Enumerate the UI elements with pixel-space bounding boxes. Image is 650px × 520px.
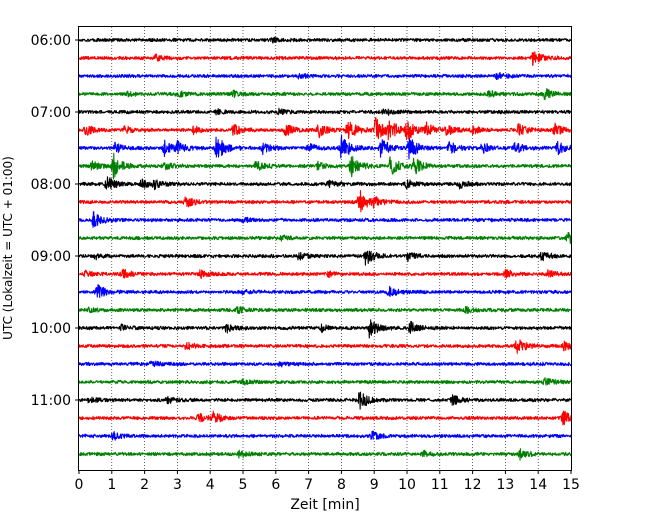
x-tick-label: 3 — [173, 477, 182, 493]
seismogram-trace — [78, 448, 572, 461]
seismogram-trace — [78, 360, 572, 368]
seismogram-trace — [78, 319, 572, 339]
x-tick-label: 13 — [496, 477, 514, 493]
x-tick-label: 0 — [75, 477, 84, 493]
plot-frame — [78, 26, 572, 471]
x-tick-label: 12 — [464, 477, 482, 493]
y-tick-label: 09:00 — [31, 249, 71, 265]
y-tick-label: 11:00 — [31, 393, 71, 409]
seismogram-trace — [78, 339, 572, 354]
seismogram-trace — [78, 71, 572, 81]
x-axis: 0 1 2 3 4 5 6 7 8 9 10 11 12 13 14 15 — [75, 470, 580, 493]
seismogram-traces — [78, 36, 572, 461]
seismogram-trace — [78, 430, 572, 441]
seismogram-trace — [78, 176, 572, 191]
seismogram-trace — [78, 232, 572, 244]
y-tick-label: 07:00 — [31, 105, 71, 121]
seismogram-trace — [78, 36, 572, 44]
x-tick-label: 15 — [562, 477, 580, 493]
grid — [111, 27, 539, 470]
x-axis-title: Zeit [min] — [290, 497, 359, 513]
y-tick-label: 10:00 — [31, 321, 71, 337]
seismogram-trace — [78, 391, 572, 410]
x-tick-label: 6 — [271, 477, 280, 493]
seismogram-trace — [78, 250, 572, 266]
seismogram-trace — [78, 51, 572, 66]
seismogram-trace — [78, 284, 572, 299]
y-tick-label: 08:00 — [31, 177, 71, 193]
seismogram-trace — [78, 107, 572, 116]
seismogram-trace — [78, 211, 572, 228]
x-tick-label: 1 — [107, 477, 116, 493]
x-tick-label: 8 — [337, 477, 346, 493]
x-tick-label: 4 — [206, 477, 215, 493]
seismogram-trace — [78, 410, 572, 426]
seismogram-trace — [78, 152, 572, 180]
y-axis-title: UTC (Lokalzeit = UTC + 01:00) — [1, 156, 15, 340]
x-tick-label: 2 — [140, 477, 149, 493]
seismogram-trace — [78, 134, 572, 160]
seismogram-trace — [78, 268, 572, 280]
y-tick-label: 06:00 — [31, 33, 71, 49]
x-tick-label: 11 — [431, 477, 449, 493]
x-tick-label: 9 — [370, 477, 379, 493]
x-tick-label: 5 — [239, 477, 248, 493]
seismogram-trace — [78, 377, 572, 386]
seismogram-trace — [78, 305, 572, 315]
y-axis: 06:00 07:00 08:00 09:00 10:00 11:00 — [31, 33, 79, 409]
x-tick-label: 10 — [398, 477, 416, 493]
seismogram-trace — [78, 88, 572, 101]
x-tick-label: 14 — [529, 477, 547, 493]
seismogram-trace — [78, 190, 572, 213]
seismogram-trace — [78, 117, 572, 141]
x-tick-label: 7 — [304, 477, 313, 493]
